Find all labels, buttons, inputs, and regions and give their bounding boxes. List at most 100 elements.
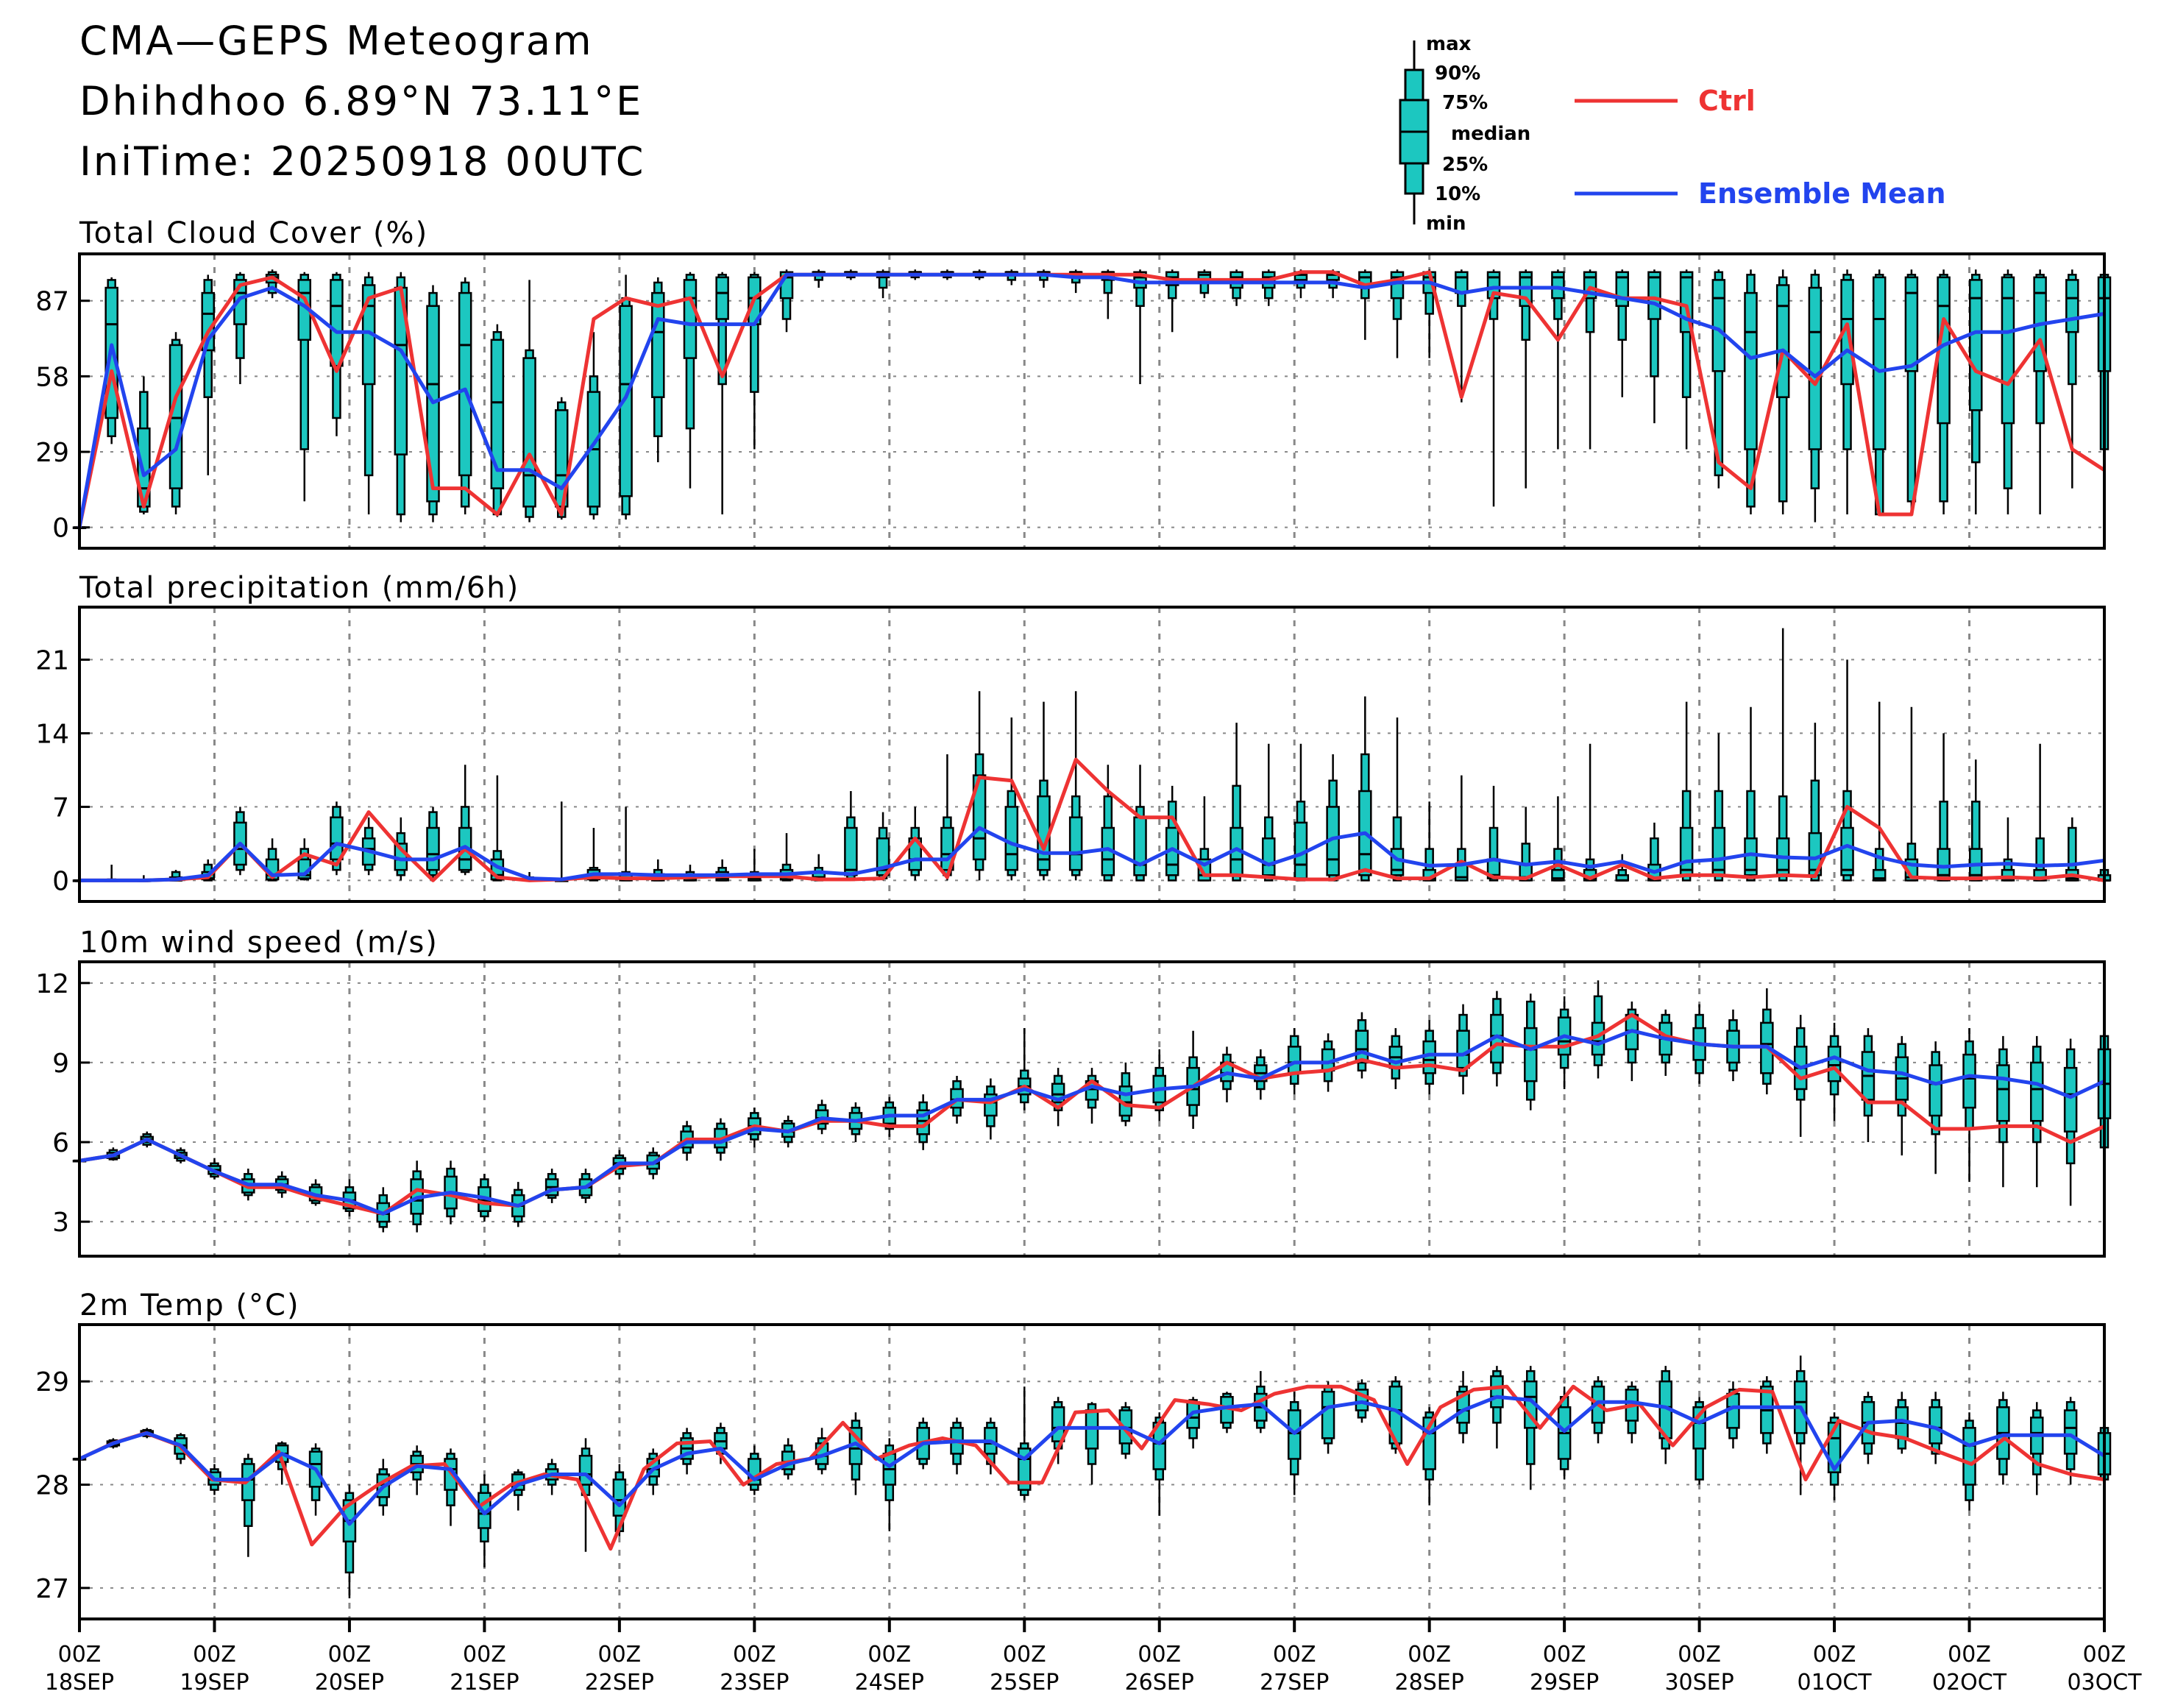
cloud-cover-box [1229,269,1243,306]
x-tick-hour: 00Z [1138,1642,1181,1668]
temperature-box [1490,1366,1504,1449]
cloud-cover-ytick-label: 29 [35,438,69,468]
wind-speed-ytick-label: 6 [52,1128,69,1158]
x-tick-hour: 00Z [1408,1642,1451,1668]
cloud-cover-box [168,332,183,514]
cloud-cover-box [490,324,505,517]
legend-label-median: median [1451,123,1530,145]
x-tick-hour: 00Z [1678,1642,1721,1668]
temperature-box [1591,1376,1605,1444]
cloud-cover-box [651,277,665,463]
x-tick-date: 27SEP [1260,1670,1329,1695]
wind-speed-box [1018,1028,1032,1110]
temperature-ytick-label: 28 [35,1471,69,1501]
wind-speed-box [1962,1028,1976,1183]
temperature-box [882,1438,897,1531]
x-tick-date: 03OCT [2067,1670,2142,1695]
temperature-box [1658,1366,1672,1464]
precipitation-title: Total precipitation (mm/6h) [79,571,519,605]
temperature-box [848,1412,863,1495]
precipitation-frame [78,606,2106,903]
temperature-box [1220,1392,1234,1434]
cloud-cover-box [1775,269,1790,514]
temperature-title: 2m Temp (°C) [79,1289,300,1322]
x-tick-date: 21SEP [450,1670,519,1695]
precipitation-ytick-label: 14 [35,719,69,749]
legend-label-min: min [1426,213,1466,235]
cloud-cover-box [812,269,826,288]
temperature-box [308,1443,323,1516]
legend-label-max: max [1426,33,1472,55]
cloud-cover-box [1711,269,1726,489]
x-tick-hour: 00Z [733,1642,776,1668]
temperature-box [1625,1381,1639,1444]
precipitation-box [1294,743,1308,882]
precipitation-box [1101,765,1115,882]
temperature-box [748,1445,762,1495]
wind-speed-box [1760,988,1774,1095]
precipitation-box [1422,801,1436,882]
precipitation-box [1358,696,1372,882]
temperature-box [241,1453,255,1557]
temperature-ytick-label: 27 [35,1574,69,1604]
x-tick-date: 28SEP [1395,1670,1464,1695]
precipitation-box [1165,785,1179,882]
temperature-box [1152,1412,1166,1516]
wind-speed-box [1186,1030,1200,1130]
precipitation-box [1326,754,1340,882]
cloud-cover-box [330,272,344,436]
legend-label-90: 90% [1435,63,1480,85]
x-tick-date: 01OCT [1798,1670,1873,1695]
cloud-cover-box [394,272,408,522]
temperature-ytick-label: 29 [35,1367,69,1397]
wind-speed-box [1895,1035,1909,1156]
cloud-cover-box [1004,269,1019,286]
temperature-box [444,1448,458,1526]
temperature-box [478,1474,492,1567]
x-tick-hour: 00Z [193,1642,236,1668]
legend-label-75: 75% [1442,92,1488,114]
temperature-box [1085,1402,1099,1485]
wind-speed-box [1557,996,1572,1089]
wind-speed-box [1658,1009,1672,1076]
cloud-cover-box [1744,269,1758,514]
cloud-cover-box [2065,269,2079,489]
temperature-panel: 2m Temp (°C) 27 28 29 [35,1289,2112,1620]
cloud-cover-box [715,272,729,514]
precipitation-box [1004,717,1019,881]
cloud-cover-box [586,332,601,520]
precipitation-box [1679,701,1694,882]
x-tick-hour: 00Z [1273,1642,1316,1668]
cloud-cover-frame [78,252,2106,550]
precipitation-box [1937,733,1951,882]
wind-speed-mean-line [79,1029,2106,1216]
precipitation-box [2065,817,2079,882]
cloud-cover-box [265,269,280,299]
cloud-cover-box [1679,269,1694,450]
precipitation-box [2033,743,2047,882]
precipitation-box [1840,659,1854,882]
wind-speed-box [1152,1049,1166,1121]
cloud-cover-box [1037,269,1051,288]
cloud-cover-box [1615,269,1630,397]
precipitation-box [426,807,440,881]
precipitation-box [1969,759,1983,882]
x-tick-hour: 00Z [1543,1642,1586,1668]
wind-speed-box [1996,1035,2010,1188]
x-tick-date: 29SEP [1530,1670,1599,1695]
x-tick-hour: 00Z [597,1642,641,1668]
wind-speed-box [342,1179,357,1216]
cloud-cover-box [1840,269,1854,514]
x-tick-hour: 00Z [2083,1642,2126,1668]
wind-speed-box [1928,1041,1942,1174]
wind-speed-ytick-label: 3 [52,1208,69,1238]
wind-speed-box [1524,993,1538,1110]
precipitation-box [812,854,826,882]
temperature-box [1287,1392,1302,1495]
precipitation-box [1775,628,1790,882]
cloud-cover-box [1808,269,1823,522]
precipitation-box [1519,807,1533,882]
precipitation-ctrl-line [79,757,2105,882]
x-tick-hour: 00Z [1003,1642,1046,1668]
precipitation-box [1615,854,1630,882]
